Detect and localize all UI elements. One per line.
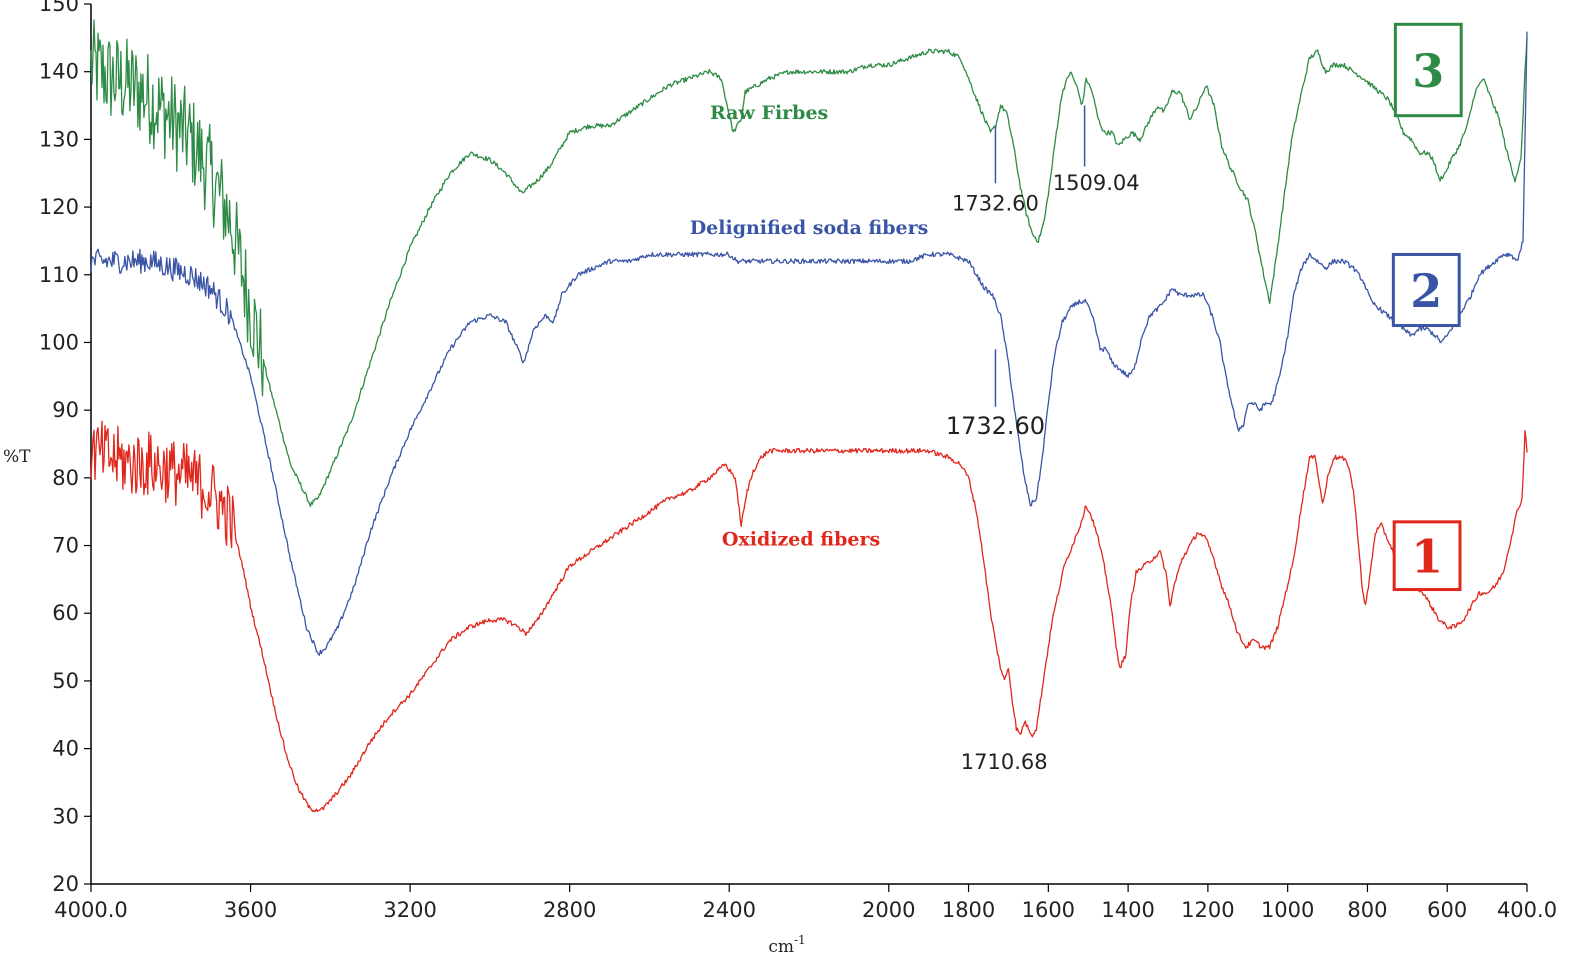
peak-label: 1509.04 [1053, 171, 1140, 195]
y-tick-label: 40 [52, 737, 79, 761]
series-id-number-1: 1 [1411, 530, 1443, 584]
x-tick-label: 3600 [224, 898, 277, 922]
series-label-3: Raw Firbes [710, 102, 828, 124]
peak-label: 1732.60 [952, 191, 1039, 215]
y-axis-title: %T [3, 447, 31, 467]
peak-label: 1732.60 [946, 412, 1045, 440]
axes: 20 30 40 50 60 70 80 90 100 110 120 130 140 150 4000.0… [39, 0, 1557, 922]
x-tick-label: 600 [1427, 898, 1467, 922]
x-tick-label: 4000.0 [54, 898, 127, 922]
x-tick-label: 1000 [1261, 898, 1314, 922]
y-tick-label: 90 [52, 398, 79, 422]
series-id-box-2 [1391, 252, 1461, 328]
annotations: Raw Firbes 1732.60 1509.04 Delignified soda… [690, 22, 1463, 774]
series-label-1: Oxidized fibers [722, 529, 880, 551]
peak-label: 1710.68 [961, 750, 1048, 774]
y-tick-label: 130 [39, 127, 79, 151]
y-tick-label: 150 [39, 0, 79, 16]
x-axis-title-base: cm [768, 937, 794, 957]
x-axis-title: cm-1 [768, 933, 805, 957]
series-label-2: Delignified soda fibers [690, 217, 929, 239]
y-tick-label: 110 [39, 263, 79, 287]
y-tick-label: 30 [52, 804, 79, 828]
series-lines [90, 19, 1528, 813]
series-id-number-2: 2 [1410, 264, 1442, 318]
series-id-box-1 [1392, 520, 1462, 592]
y-tick-label: 60 [52, 601, 79, 625]
series-id-number-3: 3 [1412, 44, 1444, 98]
y-tick-label: 140 [39, 60, 79, 84]
series-line-2 [90, 31, 1528, 656]
x-tick-label: 2800 [543, 898, 596, 922]
y-tick-label: 100 [39, 330, 79, 354]
y-tick-label: 20 [52, 872, 79, 896]
y-tick-label: 50 [52, 669, 79, 693]
y-tick-label: 80 [52, 466, 79, 490]
x-tick-label: 1200 [1181, 898, 1234, 922]
x-tick-label: 800 [1347, 898, 1387, 922]
x-tick-label: 3200 [383, 898, 436, 922]
series-line-3 [90, 19, 1528, 508]
x-tick-label: 1800 [942, 898, 995, 922]
x-tick-label: 1400 [1101, 898, 1154, 922]
x-tick-label: 2000 [862, 898, 915, 922]
x-tick-label: 400.0 [1497, 898, 1557, 922]
x-axis-title-superscript: -1 [794, 933, 806, 947]
series-id-box-3 [1393, 22, 1463, 118]
series-line-1 [90, 420, 1528, 813]
y-tick-label: 120 [39, 195, 79, 219]
x-tick-label: 2400 [702, 898, 755, 922]
x-tick-label: 1600 [1022, 898, 1075, 922]
y-tick-label: 70 [52, 534, 79, 558]
